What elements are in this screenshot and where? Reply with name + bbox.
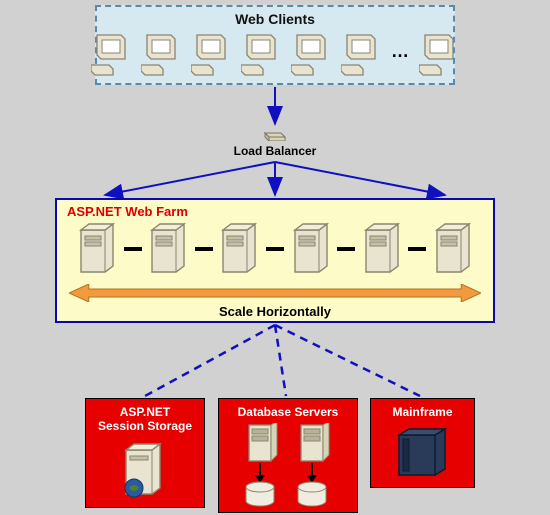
database-server-icon bbox=[295, 423, 333, 507]
connector-bar bbox=[266, 247, 284, 251]
load-balancer-icon bbox=[264, 128, 286, 140]
server-tower-icon bbox=[148, 222, 188, 276]
scale-label: Scale Horizontally bbox=[57, 304, 493, 319]
server-tower-icon bbox=[291, 222, 331, 276]
connector-bar bbox=[195, 247, 213, 251]
servers-row bbox=[77, 222, 473, 276]
load-balancer-label: Load Balancer bbox=[0, 144, 550, 158]
web-farm-title: ASP.NET Web Farm bbox=[67, 204, 188, 219]
database-title: Database Servers bbox=[219, 399, 357, 419]
web-farm-box: ASP.NET Web Farm Scale Horizontally bbox=[55, 198, 495, 323]
session-title-line1: ASP.NET bbox=[120, 405, 170, 419]
connector-bar bbox=[408, 247, 426, 251]
client-pc-icon bbox=[191, 33, 231, 77]
client-pc-icon bbox=[341, 33, 381, 77]
client-pc-icon bbox=[419, 33, 459, 77]
mainframe-title: Mainframe bbox=[371, 399, 474, 419]
client-pc-icon bbox=[91, 33, 131, 77]
server-tower-icon bbox=[433, 222, 473, 276]
connector-bar bbox=[124, 247, 142, 251]
session-title-line2: Session Storage bbox=[98, 419, 192, 433]
mainframe-box: Mainframe bbox=[370, 398, 475, 488]
ellipsis-icon: … bbox=[391, 41, 409, 70]
database-servers-box: Database Servers bbox=[218, 398, 358, 513]
client-pc-icon bbox=[241, 33, 281, 77]
session-storage-box: ASP.NET Session Storage bbox=[85, 398, 205, 508]
session-server-icon bbox=[120, 440, 170, 500]
client-pc-icon bbox=[141, 33, 181, 77]
server-tower-icon bbox=[219, 222, 259, 276]
mainframe-icon bbox=[393, 425, 453, 481]
web-clients-box: Web Clients … bbox=[95, 5, 455, 85]
database-server-icon bbox=[243, 423, 281, 507]
clients-row: … bbox=[97, 33, 453, 77]
server-tower-icon bbox=[362, 222, 402, 276]
server-tower-icon bbox=[77, 222, 117, 276]
session-title: ASP.NET Session Storage bbox=[86, 399, 204, 434]
client-pc-icon bbox=[291, 33, 331, 77]
scale-arrow-icon bbox=[69, 284, 481, 302]
connector-bar bbox=[337, 247, 355, 251]
web-clients-title: Web Clients bbox=[97, 11, 453, 27]
